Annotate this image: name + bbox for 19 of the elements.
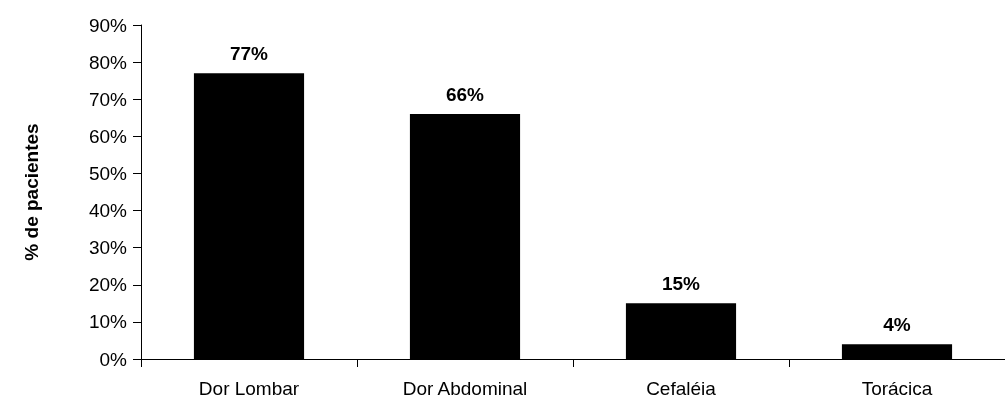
x-tick-label: Cefaléia [646,378,717,399]
y-tick-label: 0% [99,348,128,370]
data-label: 77% [229,43,269,65]
data-label: 66% [445,84,485,106]
y-tick-label: 60% [88,125,128,147]
y-tick-label: 80% [88,51,128,73]
y-tick-label: 50% [88,162,128,184]
x-tick-label: Torácica [861,378,933,399]
x-tick-label: Dor Abdominal [402,378,528,399]
y-tick-label: 30% [88,237,128,259]
y-tick-label: 10% [88,311,128,333]
y-axis-title: % de pacientes [21,123,42,261]
y-tick-label: 90% [88,14,128,36]
y-tick-label: 20% [88,274,128,296]
y-tick-label: 70% [88,88,128,110]
data-label: 4% [883,314,911,336]
data-label: 15% [661,273,701,295]
x-tick-label: Dor Lombar [198,378,300,399]
y-tick-label: 40% [88,200,128,222]
